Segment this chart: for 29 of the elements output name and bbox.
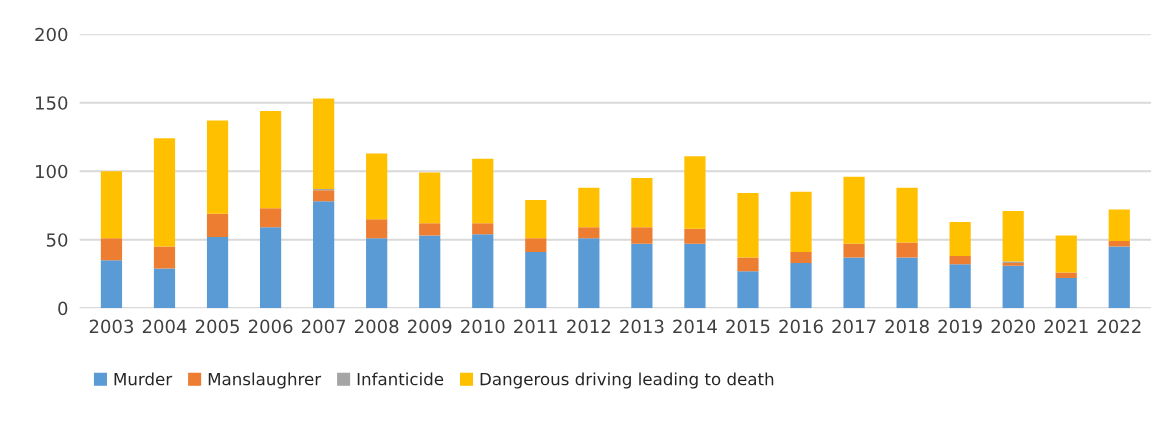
x-tick-label: 2021 <box>1044 319 1088 334</box>
x-tick-label: 2015 <box>726 319 770 334</box>
x-tick-label: 2019 <box>938 319 982 334</box>
y-tick-label: 0 <box>58 301 68 316</box>
y-tick-label: 200 <box>35 27 68 42</box>
x-tick-label: 2022 <box>1097 319 1141 334</box>
x-tick-label: 2007 <box>301 319 346 334</box>
x-tick-label: 2009 <box>408 319 452 334</box>
x-tick-label: 2014 <box>673 319 717 334</box>
x-tick-label: 2006 <box>248 319 293 334</box>
legend-label: Infanticide <box>357 372 444 386</box>
legend-label: Murder <box>114 372 173 386</box>
x-tick-label: 2004 <box>142 319 187 334</box>
x-tick-label: 2011 <box>514 319 558 334</box>
x-tick-label: 2012 <box>567 319 611 334</box>
x-tick-label: 2020 <box>991 319 1035 334</box>
legend-label: Dangerous driving leading to death <box>480 372 774 389</box>
x-tick-label: 2010 <box>461 319 505 334</box>
x-tick-label: 2005 <box>195 319 239 334</box>
x-tick-label: 2008 <box>355 319 399 334</box>
legend-label: Manslaughrer <box>208 372 322 389</box>
x-tick-label: 2013 <box>620 319 664 334</box>
x-tick-label: 2017 <box>832 319 876 334</box>
y-tick-label: 150 <box>36 96 68 110</box>
x-tick-label: 2016 <box>779 319 823 334</box>
y-tick-label: 100 <box>36 164 68 179</box>
x-tick-label: 2018 <box>885 319 929 334</box>
y-tick-label: 50 <box>46 233 68 247</box>
x-tick-label: 2003 <box>89 319 133 334</box>
